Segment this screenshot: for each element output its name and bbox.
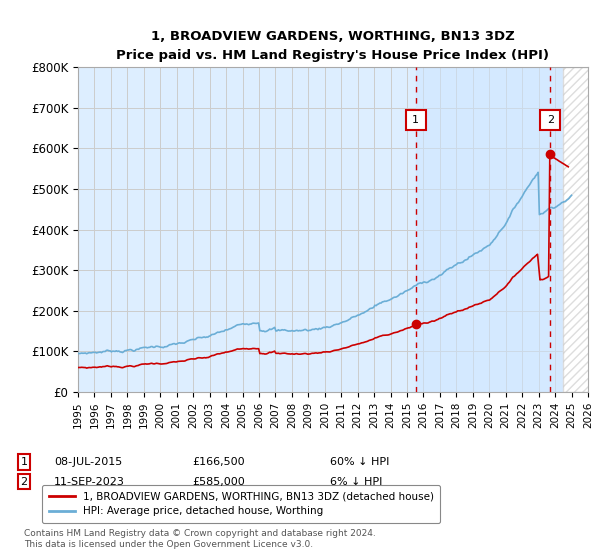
- Text: Contains HM Land Registry data © Crown copyright and database right 2024.
This d: Contains HM Land Registry data © Crown c…: [24, 529, 376, 549]
- Text: £585,000: £585,000: [192, 477, 245, 487]
- Text: 60% ↓ HPI: 60% ↓ HPI: [330, 457, 389, 467]
- Text: 11-SEP-2023: 11-SEP-2023: [54, 477, 125, 487]
- Bar: [416, 67, 563, 392]
- Text: 2: 2: [547, 115, 554, 125]
- Title: 1, BROADVIEW GARDENS, WORTHING, BN13 3DZ
Price paid vs. HM Land Registry's House: 1, BROADVIEW GARDENS, WORTHING, BN13 3DZ…: [116, 30, 550, 62]
- Bar: [563, 67, 596, 392]
- Text: 1: 1: [20, 457, 28, 467]
- Text: 1: 1: [412, 115, 419, 125]
- Text: 6% ↓ HPI: 6% ↓ HPI: [330, 477, 382, 487]
- Text: £166,500: £166,500: [192, 457, 245, 467]
- Legend: 1, BROADVIEW GARDENS, WORTHING, BN13 3DZ (detached house), HPI: Average price, d: 1, BROADVIEW GARDENS, WORTHING, BN13 3DZ…: [43, 485, 440, 522]
- Text: 2: 2: [20, 477, 28, 487]
- Text: 08-JUL-2015: 08-JUL-2015: [54, 457, 122, 467]
- Bar: [563, 67, 596, 392]
